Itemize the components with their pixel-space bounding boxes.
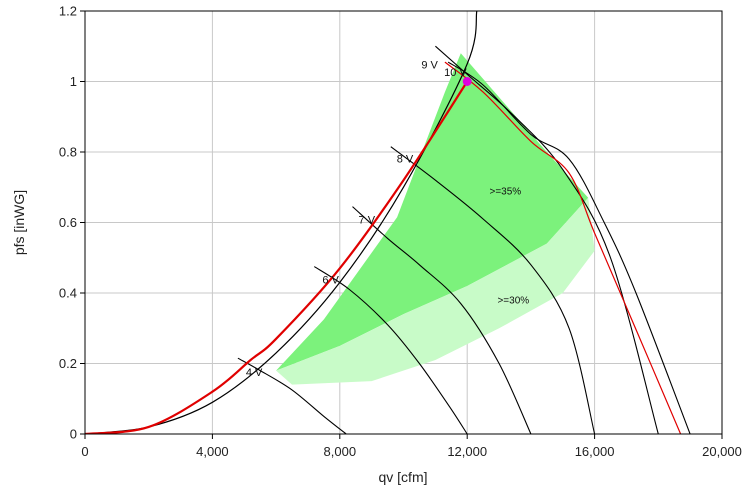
system-curve [85,11,478,434]
x-tick-label: 20,000 [702,444,742,459]
efficiency-zone [276,53,589,371]
operating-curve [85,80,469,434]
efficiency-zone [276,197,595,385]
speed-curve-label: 9 V [421,59,438,71]
x-tick-label: 12,000 [447,444,487,459]
y-tick-label: 0.6 [59,215,77,230]
speed-curve [314,266,468,434]
efficiency-zone-label: >=30% [497,296,529,307]
speed-curve [352,206,532,434]
y-tick-label: 0 [70,427,77,442]
x-tick-label: 8,000 [324,444,357,459]
y-tick-label: 0.4 [59,286,77,301]
speed-curve [435,45,659,434]
x-tick-label: 4,000 [196,444,229,459]
y-tick-label: 1 [70,74,77,89]
efficiency-zones [276,53,595,385]
speed-curve [390,146,596,434]
y-tick-label: 1.2 [59,4,77,19]
max-speed-curve [444,61,682,434]
y-axis-ticks: 0 0.2 0.4 0.6 0.8 1 1.2 [59,4,85,442]
curves [85,11,691,434]
x-axis-ticks: 0 4,000 8,000 12,000 16,000 20,000 [81,434,742,459]
speed-curve-label: 4 V [246,367,263,379]
x-tick-label: 0 [81,444,88,459]
speed-curve [237,357,347,434]
y-tick-label: 0.2 [59,356,77,371]
speed-curve-label: 10 V [444,67,467,79]
operating-point-marker [462,77,472,86]
y-axis-title: pfs [inWG] [11,190,27,255]
curve-labels: 4 V 6 V 7 V 8 V 9 V 10 V >=35% >=30% [246,59,529,379]
speed-curve-label: 8 V [397,154,414,166]
x-axis-title: qv [cfm] [378,469,427,485]
x-tick-label: 16,000 [575,444,615,459]
efficiency-zone-label: >=35% [489,186,521,197]
speed-curve-label: 6 V [322,275,339,287]
y-tick-label: 0.8 [59,145,77,160]
speed-curve [447,61,691,434]
speed-curve-label: 7 V [359,215,376,227]
